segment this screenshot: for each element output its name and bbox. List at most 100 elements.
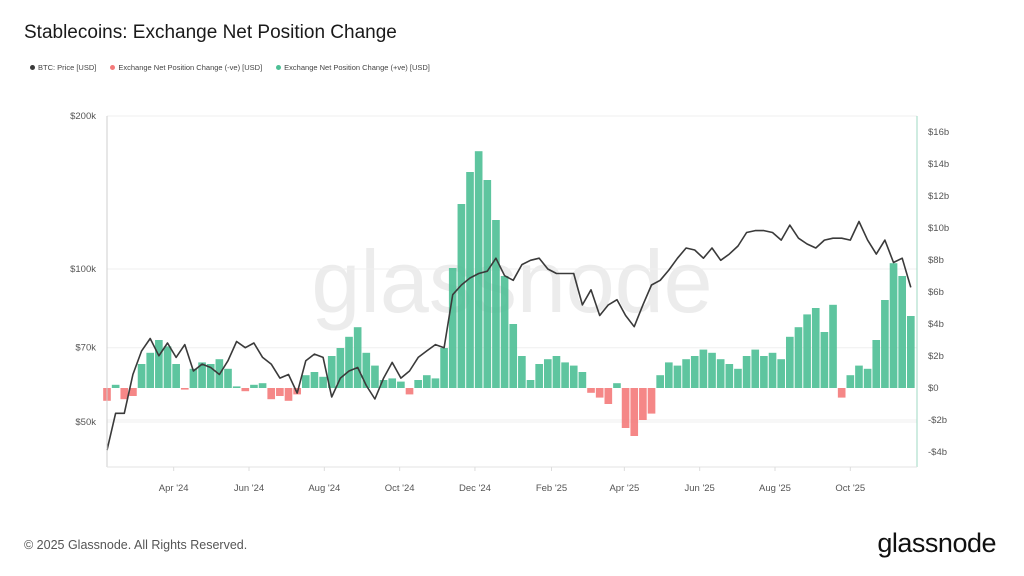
bar-positive (690, 356, 699, 388)
bar-positive (682, 359, 690, 388)
bar-positive (846, 375, 855, 388)
bar-negative (241, 388, 250, 392)
bar-positive (561, 362, 569, 388)
right-axis-tick-label: $6b (928, 287, 944, 298)
bar-positive (751, 349, 760, 388)
x-axis-tick-label: Aug '24 (308, 483, 340, 494)
bar-positive (785, 336, 794, 388)
legend-dot-negative (110, 65, 116, 70)
right-axis-tick-label: $2b (928, 351, 944, 362)
left-axis-tick-label: $70k (75, 343, 96, 354)
chart-title: Stablecoins: Exchange Net Position Chang… (24, 22, 397, 43)
bar-positive (863, 368, 872, 388)
bar-positive (163, 346, 172, 388)
glassnode-logo: glassnode (877, 528, 996, 558)
x-axis-tick-label: Jun '24 (234, 483, 264, 494)
bar-positive (397, 381, 405, 388)
bar-positive (768, 352, 777, 388)
bar-positive (388, 378, 397, 388)
bar-positive (353, 327, 362, 388)
bar-series (103, 151, 915, 436)
bar-positive (301, 375, 310, 388)
right-axis-tick-label: -$4b (928, 447, 947, 458)
bar-negative (587, 388, 595, 393)
bar-positive (742, 356, 751, 388)
bar-positive (803, 314, 811, 388)
bar-positive (543, 359, 552, 388)
bar-positive (440, 348, 448, 388)
bar-positive (820, 332, 829, 388)
legend-item-negative-change[interactable]: Exchange Net Position Change (-ve) [USD] (110, 63, 262, 72)
left-axis-tick-label: $100k (70, 264, 96, 275)
bar-positive (327, 356, 336, 388)
bar-positive (500, 276, 509, 388)
bar-positive (172, 364, 180, 388)
bar-negative (276, 388, 284, 396)
right-axis-tick-label: -$2b (928, 415, 947, 426)
bar-positive (907, 316, 915, 388)
legend-dot-positive (276, 65, 282, 70)
x-axis-tick-label: Feb '25 (536, 483, 567, 494)
legend-item-positive-change[interactable]: Exchange Net Position Change (+ve) [USD] (276, 63, 430, 72)
bar-positive (889, 263, 898, 388)
left-axis-tick-label: $50k (75, 417, 96, 428)
bar-positive (319, 376, 327, 388)
right-axis-tick-label: $10b (928, 223, 949, 234)
bar-positive (578, 372, 587, 388)
bar-negative (405, 388, 414, 395)
bar-positive (362, 352, 371, 388)
x-axis-tick-label: Dec '24 (459, 483, 491, 494)
x-axis-tick-label: Apr '25 (609, 483, 639, 494)
bar-negative (621, 388, 630, 428)
bar-negative (129, 388, 137, 396)
bar-positive (552, 356, 561, 388)
bar-positive (734, 368, 742, 388)
bar-positive (258, 383, 267, 388)
bar-negative (180, 388, 189, 390)
bar-positive (345, 336, 353, 388)
bar-positive (232, 386, 241, 388)
bar-positive (656, 375, 664, 388)
bar-positive (725, 364, 734, 388)
bar-positive (422, 375, 431, 388)
bar-positive (250, 384, 258, 388)
bar-positive (483, 180, 492, 388)
watermark: glassnode (311, 232, 712, 331)
bar-positive (613, 383, 621, 388)
bar-positive (898, 276, 907, 388)
bar-positive (526, 380, 535, 388)
right-axis-tick-label: $8b (928, 255, 944, 266)
bar-positive (881, 300, 889, 388)
btc-price-line (106, 220, 912, 451)
right-axis-tick-label: $14b (928, 159, 949, 170)
bar-negative (647, 388, 656, 414)
bar-positive (224, 368, 232, 388)
bar-positive (811, 308, 820, 388)
bar-positive (794, 327, 803, 388)
legend-label: BTC: Price [USD] (38, 63, 97, 72)
bar-positive (699, 349, 708, 388)
legend-item-btc-price[interactable]: BTC: Price [USD] (30, 63, 96, 72)
legend-dot-btc-price (30, 65, 35, 70)
bar-positive (777, 359, 785, 388)
bar-positive (518, 356, 526, 388)
bar-positive (457, 204, 466, 388)
bar-positive (509, 324, 518, 388)
bar-positive (371, 365, 379, 388)
x-axis-tick-label: Apr '24 (159, 483, 189, 494)
left-axis-tick-label: $200k (70, 111, 96, 122)
price-line-series (106, 220, 912, 451)
bar-positive (872, 340, 881, 388)
right-axis-tick-label: $4b (928, 319, 944, 330)
bar-positive (310, 372, 319, 388)
bar-positive (155, 340, 163, 388)
bar-negative (267, 388, 276, 400)
copyright-footer: © 2025 Glassnode. All Rights Reserved. (24, 538, 248, 552)
bar-negative (630, 388, 639, 436)
bar-positive (206, 364, 215, 388)
legend-label: Exchange Net Position Change (+ve) [USD] (284, 63, 430, 72)
bar-positive (492, 220, 500, 388)
bar-positive (829, 304, 837, 388)
bar-negative (595, 388, 604, 398)
bar-positive (569, 365, 578, 388)
